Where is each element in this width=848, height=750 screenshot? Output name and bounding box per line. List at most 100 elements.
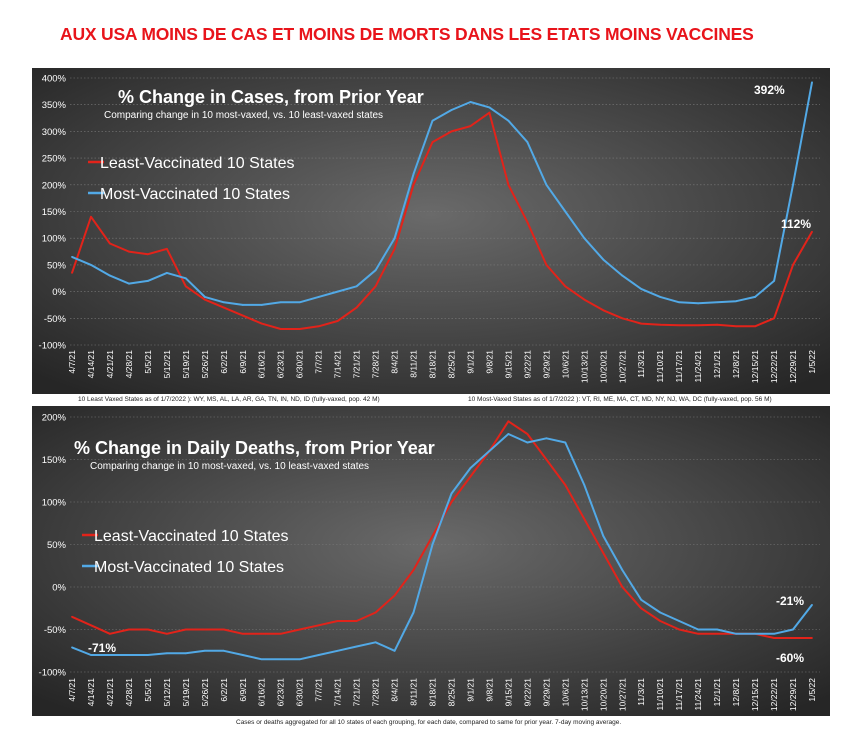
series-line-most-vaccinated [71,433,813,661]
x-tick-label: 7/28/21 [371,678,381,707]
data-point-most [412,173,415,176]
data-point-least [526,221,529,224]
data-point-most [298,301,301,304]
x-tick-label: 11/3/21 [636,678,646,706]
data-point-least [298,628,301,631]
data-point-most [71,646,73,649]
data-point-most [393,237,396,240]
y-tick-label: 250% [42,154,67,165]
data-point-least [659,620,662,622]
y-tick-label: 150% [42,207,67,218]
data-point-most [450,109,453,111]
data-point-most [317,654,320,656]
x-tick-label: 5/12/21 [162,350,172,379]
x-tick-label: 9/22/21 [522,350,532,379]
x-tick-label: 10/6/21 [560,678,570,707]
cases-gridlines [70,77,820,346]
data-point-least [716,632,719,635]
data-point-least [773,637,775,639]
data-point-least [184,285,187,288]
data-point-most [222,301,225,304]
data-point-most [526,141,529,143]
x-tick-label: 11/10/21 [655,678,665,711]
y-tick-label: 0% [52,583,66,594]
y-tick-label: 100% [42,234,67,245]
x-tick-label: 7/28/21 [371,350,381,379]
x-tick-label: 11/17/21 [674,350,684,383]
data-point-most [678,301,681,304]
data-point-most [716,301,719,304]
data-point-least [773,317,775,320]
data-point-least [146,253,149,256]
deaths-chart-title: % Change in Daily Deaths, from Prior Yea… [74,438,435,458]
x-tick-label: 6/30/21 [295,350,305,379]
data-point-most [374,269,377,272]
data-point-least [109,242,111,245]
deaths-chart-subtitle: Comparing change in 10 most-vaxed, vs. 1… [90,461,369,472]
x-tick-label: 8/11/21 [409,350,419,378]
x-tick-label: 10/6/21 [560,350,570,379]
data-point-least [792,264,794,266]
x-tick-label: 9/29/21 [541,678,551,707]
data-point-most [735,300,738,303]
y-tick-label: -50% [44,314,67,325]
x-tick-label: 11/17/21 [674,678,684,711]
data-point-most [184,652,187,655]
data-point-most [71,255,73,258]
x-tick-label: 4/21/21 [105,350,115,379]
data-point-least [71,615,73,618]
x-tick-label: 4/28/21 [124,678,134,707]
data-point-least [735,325,738,328]
x-tick-label: 8/25/21 [446,350,456,379]
x-tick-label: 11/24/21 [693,350,703,383]
data-point-most [564,210,567,213]
x-tick-label: 5/26/21 [200,350,210,379]
data-point-least [469,475,472,478]
data-point-most [792,628,794,631]
data-point-least [431,535,434,537]
data-point-least [109,632,111,635]
data-point-least [336,620,339,622]
data-point-most [640,598,643,601]
data-point-least [811,230,813,233]
data-point-least [545,264,548,266]
data-point-most [374,641,377,644]
data-point-most [241,654,244,656]
data-point-least [393,247,396,250]
y-tick-label: 50% [47,260,67,271]
data-point-least [374,611,377,614]
deaths-y-ticks: 200% 150% 100% 50% 0% -50% -100% [39,413,67,679]
data-point-most [735,632,738,635]
x-tick-label: 12/1/21 [712,678,722,707]
data-point-least [488,111,491,114]
x-tick-label: 4/14/21 [86,678,96,707]
data-point-least [279,328,282,330]
data-point-least [754,325,756,328]
data-point-least [241,632,244,635]
data-point-least [640,607,643,610]
data-point-least [507,183,510,186]
deaths-annotation-start: -71% [88,641,116,655]
x-tick-label: 10/20/21 [598,678,608,711]
deaths-chart-background [32,406,830,716]
data-point-least [241,314,244,317]
data-point-least [678,628,681,631]
data-point-least [412,569,415,571]
cases-legend: Least-Vaccinated 10 States Most-Vaccinat… [88,155,295,203]
data-point-most [279,658,282,661]
data-point-most [165,272,168,274]
data-point-most [393,649,396,652]
data-point-most [773,632,775,635]
data-point-least [222,628,225,631]
x-tick-label: 12/1/21 [712,350,722,379]
x-tick-label: 12/8/21 [731,678,741,707]
x-tick-label: 4/28/21 [124,350,134,379]
x-tick-label: 5/5/21 [143,678,153,702]
x-tick-label: 8/18/21 [428,678,438,707]
data-point-most [336,649,339,652]
data-point-most [184,277,187,280]
deaths-annotation-most: -21% [776,594,804,608]
y-tick-label: 200% [42,413,67,424]
data-point-least [602,309,605,312]
